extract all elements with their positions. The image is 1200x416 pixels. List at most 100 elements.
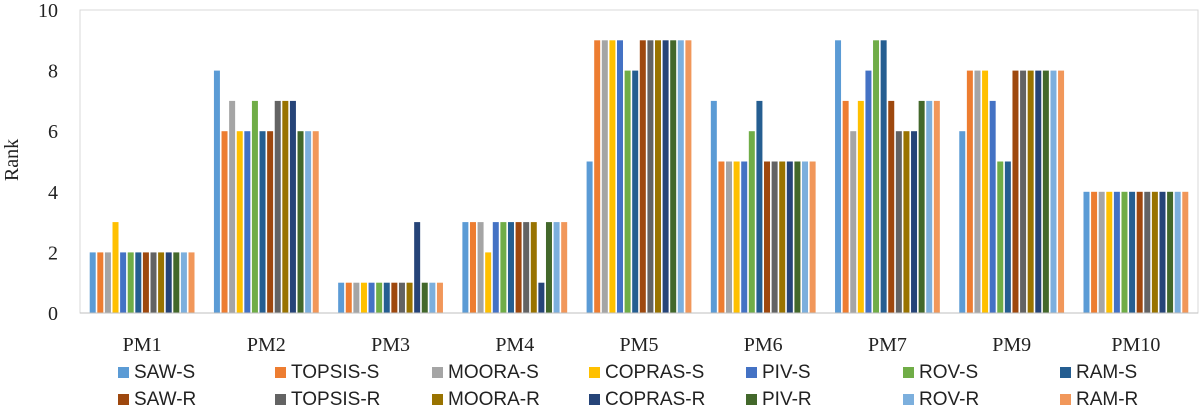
bar-pm2-ram-s bbox=[259, 131, 266, 313]
bar-pm6-moora-s bbox=[726, 161, 733, 313]
x-tick-label: PM1 bbox=[123, 334, 162, 356]
bar-pm1-topsis-s bbox=[97, 252, 104, 313]
legend-swatch bbox=[118, 367, 129, 378]
legend-swatch bbox=[432, 367, 443, 378]
bar-pm3-rov-s bbox=[376, 282, 383, 313]
bar-pm5-topsis-s bbox=[594, 40, 601, 314]
bar-pm3-copras-s bbox=[360, 282, 367, 313]
bar-pm9-saw-r bbox=[1012, 70, 1019, 313]
bar-pm10-ram-s bbox=[1129, 191, 1136, 313]
bar-pm6-piv-s bbox=[741, 161, 748, 313]
bar-pm7-ram-r bbox=[933, 100, 940, 314]
bar-pm3-moora-r bbox=[406, 282, 413, 313]
bar-pm3-ram-r bbox=[436, 282, 443, 313]
legend-swatch bbox=[275, 367, 286, 378]
legend-label: ROV-S bbox=[919, 362, 978, 383]
y-tick-label: 4 bbox=[48, 182, 58, 204]
bar-pm2-saw-r bbox=[267, 131, 274, 313]
bar-pm4-ram-s bbox=[507, 222, 514, 313]
y-tick-label: 6 bbox=[48, 121, 58, 143]
bar-pm5-moora-r bbox=[655, 40, 661, 314]
bars-group bbox=[89, 40, 1189, 314]
bar-pm5-rov-s bbox=[624, 70, 631, 313]
bar-pm6-piv-r bbox=[794, 161, 801, 313]
bar-pm9-topsis-s bbox=[966, 70, 973, 313]
bar-pm3-piv-r bbox=[421, 282, 428, 313]
bar-pm4-piv-s bbox=[492, 222, 499, 313]
legend-swatch bbox=[275, 394, 286, 405]
bar-pm5-piv-s bbox=[617, 40, 623, 314]
bar-pm1-rov-s bbox=[127, 252, 134, 313]
legend-swatch bbox=[903, 394, 914, 405]
bar-pm10-piv-r bbox=[1167, 191, 1174, 313]
bar-pm10-moora-s bbox=[1098, 191, 1105, 313]
bar-pm5-saw-s bbox=[586, 161, 593, 313]
legend-label: TOPSIS-S bbox=[291, 362, 379, 383]
bar-pm2-topsis-s bbox=[221, 131, 228, 313]
bar-pm7-piv-r bbox=[918, 100, 925, 314]
bar-pm9-moora-s bbox=[974, 70, 981, 313]
x-tick-label: PM7 bbox=[868, 334, 907, 356]
bar-pm1-ram-s bbox=[135, 252, 142, 313]
legend-label: MOORA-R bbox=[448, 389, 540, 410]
legend-label: SAW-S bbox=[134, 362, 195, 383]
bar-pm3-saw-r bbox=[391, 282, 398, 313]
y-tick-label: 10 bbox=[38, 0, 58, 22]
bar-pm5-rov-r bbox=[677, 40, 684, 314]
bar-pm9-saw-s bbox=[959, 131, 966, 313]
bar-pm10-piv-s bbox=[1113, 191, 1120, 313]
bar-pm2-copras-r bbox=[289, 100, 296, 314]
legend-label: MOORA-S bbox=[448, 362, 539, 383]
bar-pm10-moora-r bbox=[1151, 191, 1158, 313]
bar-pm9-piv-r bbox=[1042, 70, 1049, 313]
bar-pm4-moora-s bbox=[477, 222, 484, 313]
bar-pm10-topsis-s bbox=[1091, 191, 1098, 313]
legend-swatch bbox=[432, 394, 443, 405]
bar-pm1-rov-r bbox=[180, 252, 187, 313]
bar-pm6-saw-r bbox=[764, 161, 771, 313]
bar-pm2-piv-s bbox=[244, 131, 251, 313]
bar-pm2-rov-s bbox=[251, 100, 258, 314]
legend-swatch bbox=[903, 367, 914, 378]
legend-label: RAM-S bbox=[1076, 362, 1137, 383]
bar-pm6-saw-s bbox=[710, 100, 717, 314]
legend-swatch bbox=[118, 394, 129, 405]
x-tick-label: PM3 bbox=[371, 334, 410, 356]
bar-pm4-copras-r bbox=[538, 282, 545, 313]
bar-pm3-copras-r bbox=[414, 222, 421, 313]
bar-pm1-topsis-r bbox=[150, 252, 157, 313]
bar-pm7-rov-r bbox=[926, 100, 933, 314]
bar-pm6-ram-s bbox=[756, 100, 763, 314]
bar-pm7-rov-s bbox=[873, 40, 880, 314]
bar-pm10-rov-s bbox=[1121, 191, 1128, 313]
bar-pm3-moora-s bbox=[353, 282, 360, 313]
bar-pm4-piv-r bbox=[545, 222, 552, 313]
bar-pm3-topsis-s bbox=[345, 282, 352, 313]
bar-pm9-ram-r bbox=[1058, 70, 1065, 313]
legend-swatch bbox=[1060, 367, 1071, 378]
bar-pm5-moora-s bbox=[601, 40, 608, 314]
bar-pm5-saw-r bbox=[639, 40, 646, 314]
bar-pm4-saw-r bbox=[515, 222, 522, 313]
bar-pm7-copras-s bbox=[857, 100, 864, 314]
legend-label: SAW-R bbox=[134, 389, 196, 410]
bar-pm2-piv-r bbox=[297, 131, 304, 313]
y-tick-label: 8 bbox=[48, 61, 58, 83]
y-axis-label: Rank bbox=[1, 139, 23, 181]
bar-pm9-ram-s bbox=[1004, 161, 1011, 313]
bar-pm10-topsis-r bbox=[1144, 191, 1151, 313]
bar-pm4-ram-r bbox=[561, 222, 568, 313]
bar-pm6-rov-r bbox=[802, 161, 809, 313]
bar-pm3-piv-s bbox=[368, 282, 375, 313]
bar-pm10-copras-r bbox=[1159, 191, 1166, 313]
bar-pm5-ram-s bbox=[632, 70, 639, 313]
legend-label: PIV-R bbox=[762, 389, 812, 410]
bar-pm10-saw-r bbox=[1136, 191, 1143, 313]
legend-swatch bbox=[1060, 394, 1071, 405]
bar-pm4-moora-r bbox=[530, 222, 537, 313]
bar-pm4-copras-s bbox=[485, 252, 492, 313]
bar-pm2-ram-r bbox=[312, 131, 319, 313]
bar-pm6-copras-s bbox=[733, 161, 740, 313]
bar-pm6-moora-r bbox=[779, 161, 786, 313]
bar-pm7-piv-s bbox=[865, 70, 872, 313]
